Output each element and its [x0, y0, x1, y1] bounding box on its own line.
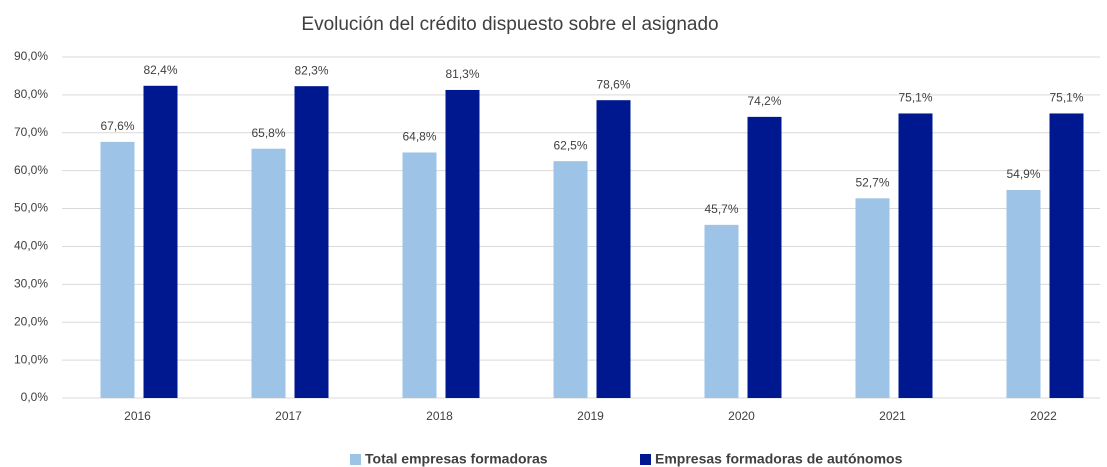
legend-swatch [350, 454, 361, 465]
bar [445, 89, 480, 399]
data-label: 65,8% [251, 126, 285, 140]
bar [1006, 189, 1041, 398]
y-tick-label: 20,0% [14, 314, 48, 328]
bar [294, 86, 329, 399]
data-label: 45,7% [704, 202, 738, 216]
legend-swatch [640, 454, 651, 465]
data-label: 52,7% [855, 175, 889, 189]
y-tick-label: 50,0% [14, 201, 48, 215]
x-tick-label: 2020 [728, 409, 755, 423]
bar [553, 161, 588, 398]
data-label: 81,3% [445, 67, 479, 81]
data-label: 54,9% [1006, 167, 1040, 181]
bar [1049, 113, 1084, 399]
x-tick-label: 2022 [1030, 409, 1057, 423]
y-tick-label: 40,0% [14, 239, 48, 253]
bar [402, 152, 437, 398]
y-tick-label: 30,0% [14, 277, 48, 291]
y-tick-label: 90,0% [14, 49, 48, 63]
x-tick-label: 2021 [879, 409, 906, 423]
data-label: 75,1% [898, 91, 932, 105]
bar [596, 100, 631, 399]
bar [747, 116, 782, 398]
bar [855, 198, 890, 398]
x-tick-label: 2019 [577, 409, 604, 423]
y-tick-label: 70,0% [14, 125, 48, 139]
legend-label: Total empresas formadoras [365, 451, 548, 467]
data-label: 67,6% [100, 119, 134, 133]
data-label: 74,2% [747, 94, 781, 108]
bar [898, 113, 933, 399]
data-label: 75,1% [1049, 91, 1083, 105]
bar [251, 148, 286, 398]
y-tick-label: 0,0% [21, 390, 49, 404]
data-label: 62,5% [553, 138, 587, 152]
x-tick-label: 2016 [124, 409, 151, 423]
data-label: 64,8% [402, 130, 436, 144]
data-label: 82,4% [143, 63, 177, 77]
y-tick-label: 60,0% [14, 163, 48, 177]
chart-title: Evolución del crédito dispuesto sobre el… [301, 14, 718, 35]
data-label: 82,3% [294, 63, 328, 77]
x-tick-label: 2018 [426, 409, 453, 423]
bar [704, 224, 739, 398]
data-label: 78,6% [596, 77, 630, 91]
x-tick-label: 2017 [275, 409, 302, 423]
bar [100, 141, 135, 399]
bar [143, 85, 178, 398]
y-tick-label: 10,0% [14, 352, 48, 366]
legend-label: Empresas formadoras de autónomos [655, 451, 903, 467]
y-tick-label: 80,0% [14, 87, 48, 101]
